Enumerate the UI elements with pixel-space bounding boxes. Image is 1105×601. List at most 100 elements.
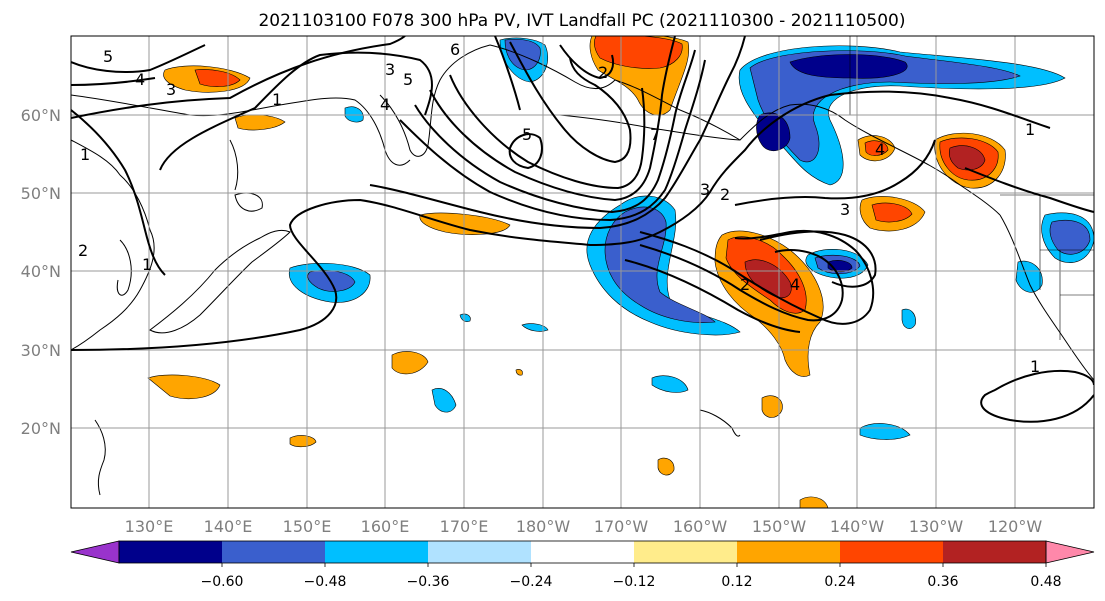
- lat-labels: 60°N 50°N 40°N 30°N 20°N: [21, 106, 61, 438]
- contour-9: [429, 36, 676, 202]
- contour-labels: 5 4 3 1 6 5 4 3 7 3 2 5 2 3 2 4 1 1 1 2: [78, 40, 1040, 376]
- contour-label: 7: [650, 125, 660, 144]
- contour-label: 3: [700, 180, 710, 199]
- neg-field-small-1: [431, 388, 457, 413]
- colorbar-extend-high: [1045, 540, 1095, 564]
- neg-field-aleutian-mid: [504, 38, 541, 71]
- lon-tick-label: 130°E: [125, 517, 174, 536]
- contour-label: 3: [166, 80, 176, 99]
- lat-tick-label: 50°N: [21, 184, 61, 203]
- contour-2: [159, 51, 433, 171]
- pos-field-small-1: [147, 374, 221, 399]
- contour-label: 4: [875, 140, 885, 159]
- contour-8: [414, 49, 696, 214]
- lat-tick-label: 20°N: [21, 419, 61, 438]
- contour-20: [964, 167, 1094, 213]
- contour-6: [369, 36, 746, 230]
- colorbar-swatch: [634, 541, 737, 563]
- coastlines: [71, 44, 1094, 496]
- pos-field-okhotsk-mid: [194, 69, 241, 87]
- lat-tick-label: 40°N: [21, 262, 61, 281]
- colorbar-swatch: [943, 541, 1046, 563]
- contour-label: 3: [385, 60, 395, 79]
- contour-label: 2: [598, 63, 608, 82]
- pos-field-central: [419, 212, 511, 235]
- shaded-fields: [147, 36, 1094, 508]
- contour-label: 4: [135, 70, 145, 89]
- lon-tick-label: 170°E: [440, 517, 489, 536]
- lon-tick-label: 150°E: [283, 517, 332, 536]
- lon-tick-label: 160°W: [673, 517, 728, 536]
- lon-tick-label: 130°W: [909, 517, 964, 536]
- map-background: [71, 36, 1094, 508]
- contour-11: [509, 41, 632, 164]
- gridlines: [71, 36, 1094, 508]
- pos-field-offshore-mid: [871, 202, 913, 223]
- neg-field-kamchatka: [344, 106, 364, 123]
- lon-tick-label: 140°E: [204, 517, 253, 536]
- contour-10: [449, 74, 646, 190]
- contour-label: 1: [1025, 120, 1035, 139]
- contour-label: 2: [78, 241, 88, 260]
- contour-13: [508, 133, 543, 170]
- contour-label: 4: [380, 95, 390, 114]
- neg-field-bering-dark: [789, 54, 908, 79]
- colorbar-tick-label: 0.48: [1030, 574, 1061, 590]
- pos-field-small-2: [391, 351, 429, 375]
- sakhalin-coast: [229, 139, 239, 191]
- contour-label: 2: [720, 185, 730, 204]
- kamchatka-coast: [379, 44, 491, 157]
- contour-12: [559, 44, 615, 80]
- contour-label: 3: [840, 200, 850, 219]
- contour-19: [759, 230, 877, 288]
- neg-field-small-2: [651, 375, 689, 393]
- colorbar-swatch: [428, 541, 531, 563]
- colorbar-tick-label: −0.12: [613, 574, 656, 590]
- pos-field-gulf-small-mid: [864, 140, 889, 156]
- lon-tick-label: 120°W: [988, 517, 1043, 536]
- contour-1: [71, 36, 406, 119]
- colorbar-swatch: [222, 541, 325, 563]
- pos-field-small-3: [289, 435, 317, 448]
- contour-17: [624, 259, 801, 333]
- contour-4: [71, 77, 156, 86]
- lat-tick-label: 30°N: [21, 341, 61, 360]
- korea-coast: [116, 239, 132, 296]
- colorbar-swatch: [531, 541, 634, 563]
- contour-label: 2: [740, 275, 750, 294]
- colorbar-frame: [118, 540, 1047, 564]
- contour-label: 1: [142, 255, 152, 274]
- colorbar-tick-label: 0.36: [927, 574, 958, 590]
- colorbar-tick-label: −0.60: [201, 574, 244, 590]
- lon-tick-label: 160°E: [361, 517, 410, 536]
- neg-field-great-basin: [1015, 260, 1043, 293]
- lon-tick-label: 140°W: [830, 517, 885, 536]
- neg-field-small-4: [901, 308, 916, 329]
- lon-tick-label: 150°W: [752, 517, 807, 536]
- map-panel: 5 4 3 1 6 5 4 3 7 3 2 5 2 3 2 4 1 1 1 2: [21, 35, 1095, 536]
- figure-title: 2021103100 F078 300 hPa PV, IVT Landfall…: [258, 11, 905, 31]
- contour-label: 5: [103, 47, 113, 66]
- colorbar-tick-label: 0.12: [721, 574, 752, 590]
- alaska-coast: [614, 79, 1001, 216]
- neg-field-bering-mid: [749, 50, 1021, 163]
- contour-22: [71, 109, 166, 276]
- pos-field-siberia-mid: [594, 36, 683, 69]
- pos-field-small-6: [799, 496, 829, 508]
- lon-tick-label: 180°W: [516, 517, 571, 536]
- pos-field-small-4: [761, 395, 783, 418]
- neg-field-west-us-mid: [1049, 220, 1091, 255]
- contour-15: [639, 229, 875, 325]
- colorbar: [70, 540, 1095, 567]
- neg-field-streamer-mid: [604, 206, 716, 323]
- pos-field-small-7: [515, 369, 523, 376]
- pos-field-bc-coast-dark: [948, 145, 986, 171]
- contour-3: [71, 44, 206, 73]
- contour-18: [734, 139, 936, 206]
- contour-label: 4: [790, 275, 800, 294]
- colorbar-swatch: [737, 541, 840, 563]
- neg-field-small-6: [459, 313, 471, 322]
- contour-label: 5: [403, 70, 413, 89]
- colorbar-labels: −0.60 −0.48 −0.36 −0.24 −0.12 0.12 0.24 0.36 0.4…: [201, 574, 1062, 590]
